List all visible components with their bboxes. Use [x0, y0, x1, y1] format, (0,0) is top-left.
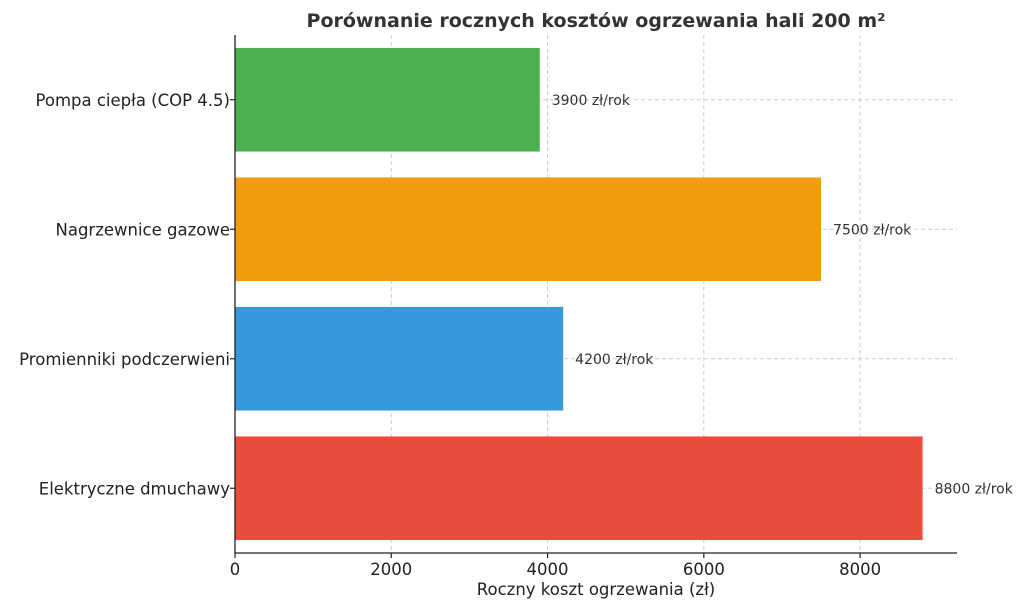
category-label: Elektryczne dmuchawy	[39, 479, 230, 498]
x-tick-label: 6000	[683, 560, 725, 579]
data-label: 8800 zł/rok	[935, 481, 1014, 497]
axes-layer	[230, 35, 957, 558]
bar	[235, 47, 540, 152]
x-tick-label: 2000	[370, 560, 412, 579]
data-label: 3900 zł/rok	[552, 93, 631, 109]
x-tick-label: 0	[230, 560, 241, 579]
data-label: 4200 zł/rok	[575, 352, 654, 368]
category-label: Promienniki podczerwieni	[19, 350, 230, 369]
x-tick-label: 4000	[527, 560, 569, 579]
bars-layer	[235, 47, 923, 541]
bar	[235, 436, 923, 541]
x-tick-label: 8000	[839, 560, 881, 579]
category-label: Nagrzewnice gazowe	[55, 220, 230, 239]
category-label: Pompa ciepła (COP 4.5)	[35, 91, 230, 110]
bar	[235, 177, 822, 282]
x-axis-label: Roczny koszt ogrzewania (zł)	[477, 580, 715, 599]
chart-title: Porównanie rocznych kosztów ogrzewania h…	[307, 10, 886, 32]
data-label: 7500 zł/rok	[833, 222, 912, 238]
labels-layer: Pompa ciepła (COP 4.5) 3900 zł/rok Nagrzew…	[19, 91, 1014, 579]
bar	[235, 306, 564, 411]
